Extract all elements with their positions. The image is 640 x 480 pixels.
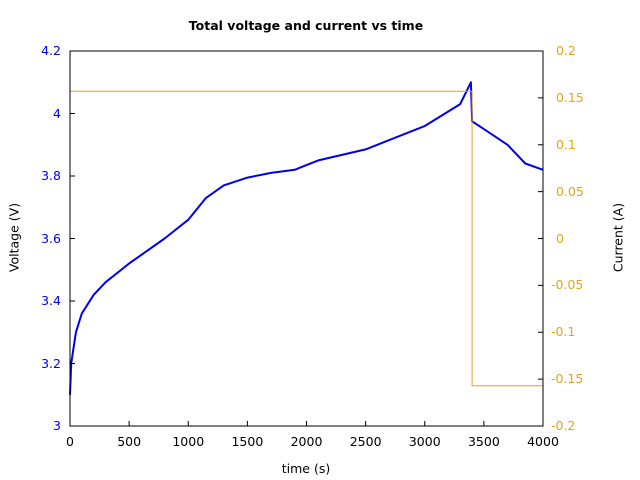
x-tick-label: 1500 bbox=[231, 434, 264, 449]
y-tick-label: 3.6 bbox=[41, 230, 61, 246]
y-axis-label: Voltage (V) bbox=[6, 202, 22, 273]
y2-tick-label: 0.2 bbox=[556, 43, 576, 58]
x-tick-label: 3500 bbox=[467, 434, 500, 449]
y2-axis-label: Current (A) bbox=[610, 202, 626, 273]
y2-tick-label: 0.05 bbox=[556, 183, 584, 199]
y2-tick-label: -0.05 bbox=[551, 277, 584, 293]
y2-tick-label: -0.2 bbox=[551, 418, 576, 433]
chart-title: Total voltage and current vs time bbox=[188, 18, 424, 33]
x-tick-label: 0 bbox=[66, 434, 74, 449]
y2-tick-label: -0.15 bbox=[551, 371, 584, 387]
current-series bbox=[70, 90, 543, 387]
y-tick-label: 3.8 bbox=[41, 168, 61, 183]
y-tick-label: 3 bbox=[53, 418, 61, 433]
x-tick-label: 4000 bbox=[527, 434, 559, 449]
y2-tick-label: 0.1 bbox=[556, 136, 576, 152]
x-tick-label: 2000 bbox=[290, 434, 323, 449]
x-axis-label: time (s) bbox=[281, 461, 331, 476]
y-tick-label: 3.2 bbox=[41, 355, 61, 371]
x-tick-label: 1000 bbox=[172, 434, 205, 449]
y-tick-label: 3.4 bbox=[41, 293, 61, 308]
y2-tick-label: 0.15 bbox=[556, 89, 584, 105]
y2-tick-label: 0 bbox=[556, 230, 564, 246]
y-tick-label: 4 bbox=[53, 105, 61, 121]
y-tick-label: 4.2 bbox=[41, 43, 61, 58]
y2-tick-label: -0.1 bbox=[551, 324, 576, 340]
x-tick-label: 2500 bbox=[349, 434, 382, 449]
x-tick-label: 500 bbox=[117, 434, 142, 449]
x-tick-label: 3000 bbox=[408, 434, 441, 449]
